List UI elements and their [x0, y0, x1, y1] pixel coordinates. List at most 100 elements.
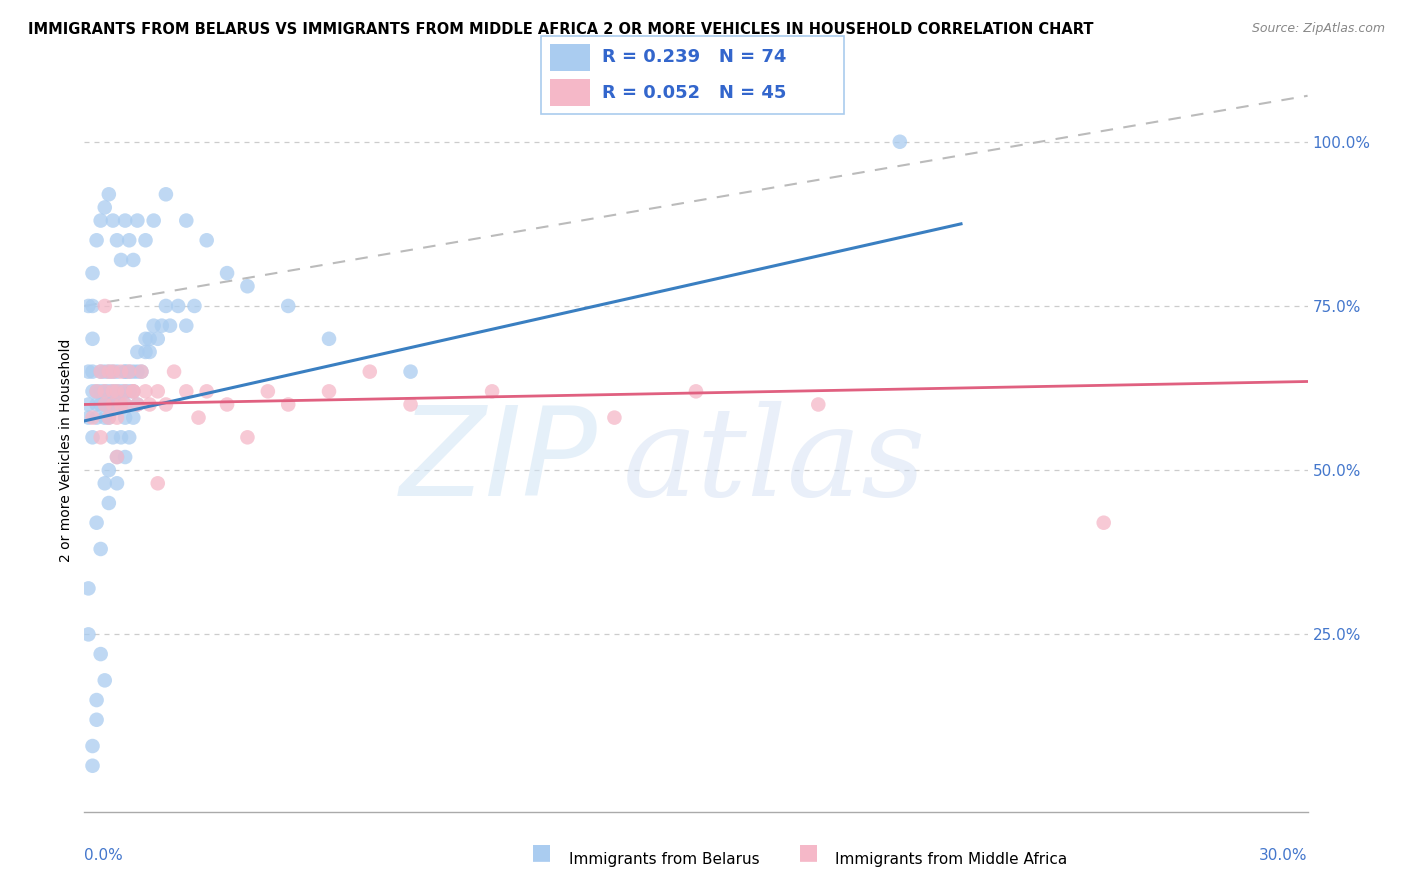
Point: [122, 384, 145, 399]
Point: [105, 233, 128, 247]
Point: [114, 450, 136, 464]
Point: [114, 397, 136, 411]
Point: [97, 496, 120, 510]
Point: [97, 365, 120, 379]
Point: [82, 739, 104, 753]
Point: [127, 365, 149, 379]
Point: [105, 365, 128, 379]
Point: [122, 252, 145, 267]
Point: [138, 332, 160, 346]
Point: [82, 384, 104, 399]
Point: [127, 345, 149, 359]
Point: [97, 397, 120, 411]
Point: [77, 627, 100, 641]
Point: [105, 397, 128, 411]
Point: [93, 365, 115, 379]
Point: [110, 384, 132, 399]
Point: [195, 384, 218, 399]
Point: [93, 397, 115, 411]
Point: [101, 397, 124, 411]
Point: [359, 365, 381, 379]
Point: [86, 713, 108, 727]
Point: [86, 516, 108, 530]
Point: [217, 397, 239, 411]
Point: [86, 384, 108, 399]
Point: [82, 758, 104, 772]
Point: [77, 582, 100, 596]
Bar: [550, 78, 589, 106]
Point: [82, 299, 104, 313]
Point: [105, 410, 128, 425]
Point: [236, 430, 259, 444]
Point: [318, 384, 340, 399]
Point: [101, 365, 124, 379]
Point: [127, 213, 149, 227]
Point: [138, 345, 160, 359]
Point: [97, 410, 120, 425]
Point: [155, 397, 177, 411]
Point: [90, 541, 112, 556]
Point: [86, 233, 108, 247]
Point: [277, 397, 299, 411]
Text: R = 0.052   N = 45: R = 0.052 N = 45: [602, 84, 786, 102]
Point: [90, 647, 112, 661]
Point: [93, 673, 115, 688]
Point: [1092, 516, 1115, 530]
Point: [217, 266, 239, 280]
Point: [90, 213, 112, 227]
Point: [110, 430, 132, 444]
Point: [118, 233, 141, 247]
Point: [122, 384, 145, 399]
Point: [142, 213, 165, 227]
Point: [114, 365, 136, 379]
Text: Source: ZipAtlas.com: Source: ZipAtlas.com: [1251, 22, 1385, 36]
Point: [135, 384, 157, 399]
Point: [167, 299, 190, 313]
Point: [93, 410, 115, 425]
Point: [146, 384, 169, 399]
Text: atlas: atlas: [623, 401, 927, 522]
Point: [114, 213, 136, 227]
Point: [101, 213, 124, 227]
Point: [105, 450, 128, 464]
Point: [82, 332, 104, 346]
Point: [77, 410, 100, 425]
Point: [90, 365, 112, 379]
Point: [97, 365, 120, 379]
Point: [101, 384, 124, 399]
Point: [93, 384, 115, 399]
Point: [118, 430, 141, 444]
Point: [236, 279, 259, 293]
Point: [146, 476, 169, 491]
Point: [114, 384, 136, 399]
Point: [122, 384, 145, 399]
Point: [90, 430, 112, 444]
Bar: [550, 44, 589, 71]
Text: Immigrants from Belarus: Immigrants from Belarus: [569, 852, 761, 867]
Point: [187, 410, 209, 425]
Point: [174, 318, 197, 333]
Point: [86, 410, 108, 425]
Point: [159, 318, 181, 333]
Point: [105, 476, 128, 491]
Text: ■: ■: [799, 843, 818, 863]
Point: [131, 365, 153, 379]
Point: [118, 365, 141, 379]
Point: [127, 397, 149, 411]
Point: [114, 384, 136, 399]
Point: [146, 332, 169, 346]
Point: [150, 318, 173, 333]
Point: [77, 365, 100, 379]
Point: [110, 397, 132, 411]
Point: [127, 397, 149, 411]
Point: [86, 384, 108, 399]
Point: [174, 384, 197, 399]
Text: R = 0.239   N = 74: R = 0.239 N = 74: [602, 48, 786, 66]
Point: [82, 266, 104, 280]
Text: 0.0%: 0.0%: [84, 847, 124, 863]
Point: [93, 299, 115, 313]
Point: [105, 384, 128, 399]
Point: [138, 397, 160, 411]
Point: [93, 397, 115, 411]
Point: [110, 365, 132, 379]
